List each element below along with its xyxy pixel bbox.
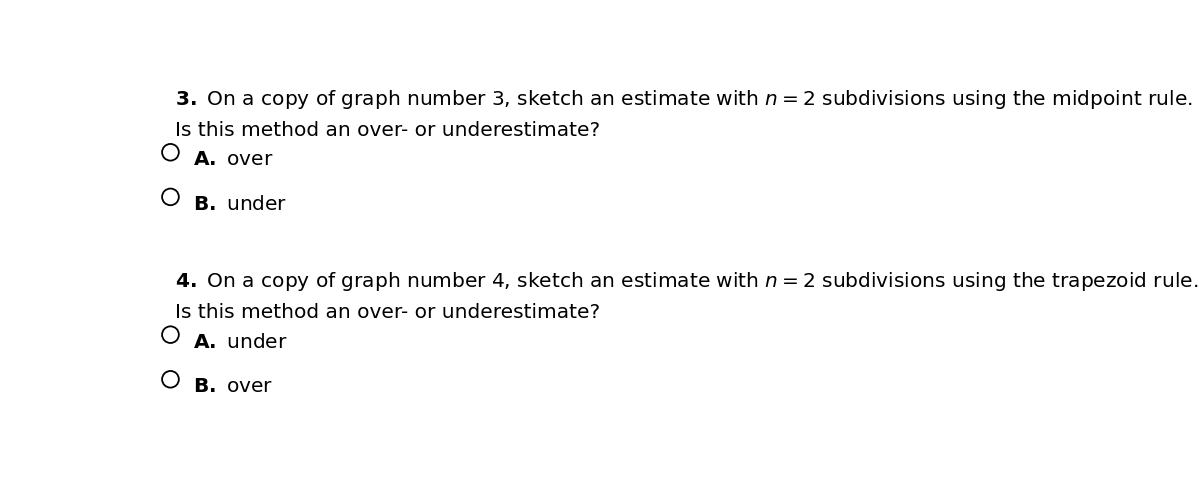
Text: $\mathbf{3.}$ On a copy of graph number 3, sketch an estimate with $n = 2$ subdi: $\mathbf{3.}$ On a copy of graph number … <box>175 88 1193 111</box>
Text: $\mathbf{B.}$ over: $\mathbf{B.}$ over <box>193 377 272 396</box>
Text: $\mathbf{A.}$ over: $\mathbf{A.}$ over <box>193 150 274 169</box>
Text: $\mathbf{A.}$ under: $\mathbf{A.}$ under <box>193 333 287 352</box>
Text: Is this method an over- or underestimate?: Is this method an over- or underestimate… <box>175 303 600 322</box>
Text: Is this method an over- or underestimate?: Is this method an over- or underestimate… <box>175 120 600 140</box>
Text: $\mathbf{4.}$ On a copy of graph number 4, sketch an estimate with $n = 2$ subdi: $\mathbf{4.}$ On a copy of graph number … <box>175 270 1199 293</box>
Text: $\mathbf{B.}$ under: $\mathbf{B.}$ under <box>193 195 287 214</box>
